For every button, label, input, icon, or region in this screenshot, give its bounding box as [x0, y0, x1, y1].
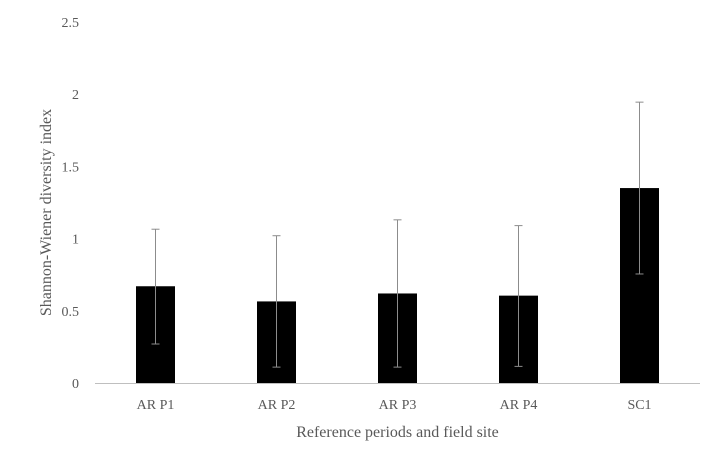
y-tick-label: 1.5 [62, 160, 80, 175]
x-tick-label: AR P1 [137, 398, 175, 413]
x-axis-title: Reference periods and field site [296, 424, 499, 441]
error-bar [393, 219, 402, 368]
error-bar [151, 228, 160, 345]
error-bar [272, 235, 281, 368]
y-tick-label: 0 [72, 377, 79, 392]
y-tick-label: 2.5 [62, 16, 80, 31]
error-bars [151, 101, 644, 368]
x-tick-label: AR P4 [500, 398, 538, 413]
y-axis-ticks: 0 0.5 1 1.5 2 2.5 [62, 16, 80, 392]
y-axis-title: Shannon-Wiener diversity index [38, 109, 55, 316]
y-tick-label: 1 [72, 233, 79, 248]
y-tick-label: 2 [72, 88, 79, 103]
error-bar [635, 101, 644, 275]
y-tick-label: 0.5 [62, 305, 80, 320]
x-tick-label: SC1 [627, 398, 651, 413]
x-tick-label: AR P2 [258, 398, 296, 413]
x-axis-ticks: AR P1 AR P2 AR P3 AR P4 SC1 [137, 398, 652, 413]
error-bar [514, 225, 523, 367]
x-tick-label: AR P3 [379, 398, 417, 413]
